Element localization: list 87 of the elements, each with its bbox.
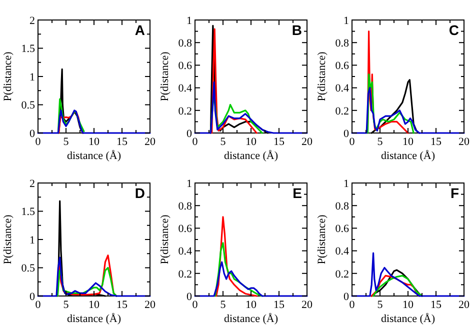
y-axis-title: P(distance) (316, 51, 328, 102)
chart-title: C (448, 22, 459, 38)
x-axis-title: distance (Å) (380, 312, 436, 325)
chart-title: A (134, 22, 145, 38)
line-series (215, 216, 258, 297)
y-axis-title: P(distance) (2, 214, 14, 264)
chart-title: B (292, 22, 302, 38)
y-tick-label: 0 (30, 128, 36, 140)
line-series (56, 266, 118, 297)
x-axis-title: distance (Å) (224, 149, 278, 162)
y-axis-title: P(distance) (2, 51, 14, 102)
line-series (214, 242, 263, 297)
line-series (351, 87, 465, 134)
x-tick-label: 5 (63, 136, 70, 148)
y-tick-label: 0.4 (178, 246, 192, 258)
y-axis-title: P(distance) (316, 214, 328, 264)
y-tick-label: 1 (344, 14, 349, 27)
y-tick-label: 0.5 (21, 100, 36, 112)
x-axis-title: distance (Å) (66, 312, 122, 325)
y-tick-label: 0.8 (178, 37, 192, 50)
line-series (194, 261, 308, 297)
x-tick-label: 10 (402, 136, 414, 148)
y-tick-label: 0.4 (335, 246, 350, 258)
line-series (211, 28, 258, 134)
y-tick-label: 0.2 (178, 105, 192, 118)
line-series (37, 256, 151, 297)
x-tick-label: 10 (88, 136, 100, 148)
x-tick-label: 20 (302, 299, 313, 311)
x-tick-label: 15 (274, 299, 285, 311)
x-tick-label: 20 (458, 136, 470, 148)
x-tick-label: 10 (246, 136, 257, 148)
y-tick-label: 0 (344, 290, 350, 303)
y-tick-label: 1.5 (21, 206, 36, 218)
x-tick-label: 10 (246, 299, 257, 311)
line-series (366, 73, 414, 134)
line-series (37, 110, 151, 134)
y-tick-label: 0.2 (335, 105, 349, 118)
y-tick-label: 1 (30, 234, 35, 246)
x-tick-label: 10 (402, 299, 414, 311)
y-tick-label: 2 (30, 178, 35, 190)
chart-title: F (450, 185, 460, 201)
x-tick-label: 5 (220, 136, 226, 148)
y-tick-label: 0.2 (178, 268, 192, 280)
x-tick-label: 20 (302, 136, 313, 148)
y-tick-label: 0.4 (178, 82, 192, 95)
x-tick-label: 5 (377, 136, 384, 148)
x-tick-label: 5 (377, 299, 384, 311)
y-tick-label: 0.6 (335, 60, 350, 72)
y-tick-label: 0.6 (335, 223, 350, 236)
x-tick-label: 5 (220, 299, 226, 311)
y-tick-label: 0.8 (178, 200, 192, 212)
y-tick-label: 1.5 (21, 43, 36, 56)
y-tick-label: 0.6 (178, 60, 192, 72)
x-tick-label: 20 (458, 299, 470, 311)
x-tick-label: 10 (88, 299, 100, 311)
chart-title: E (292, 185, 302, 201)
y-axis-title: P(distance) (159, 214, 171, 264)
y-tick-label: 0.6 (178, 223, 192, 236)
x-tick-label: 15 (430, 299, 442, 311)
y-tick-label: 0.8 (335, 200, 350, 212)
y-tick-label: 0 (186, 290, 192, 303)
y-tick-label: 1 (30, 71, 35, 84)
y-tick-label: 0.4 (335, 82, 350, 95)
y-tick-label: 1 (186, 14, 192, 27)
x-tick-label: 5 (63, 299, 70, 311)
x-tick-label: 20 (144, 136, 156, 148)
y-tick-label: 0.8 (335, 37, 350, 50)
y-tick-label: 0 (30, 290, 36, 303)
y-tick-label: 0 (344, 128, 350, 140)
y-tick-label: 0.5 (21, 262, 36, 275)
x-tick-label: 20 (144, 299, 156, 311)
y-tick-label: 2 (30, 14, 35, 27)
x-axis-title: distance (Å) (380, 149, 436, 162)
y-tick-label: 0.2 (335, 268, 349, 280)
chart-title: D (134, 185, 145, 201)
x-tick-label: 15 (274, 136, 285, 148)
x-tick-label: 15 (430, 136, 442, 148)
y-tick-label: 0 (186, 128, 192, 140)
y-tick-label: 1 (344, 178, 349, 190)
x-tick-label: 15 (116, 299, 128, 311)
x-axis-title: distance (Å) (224, 312, 278, 325)
line-series (351, 252, 465, 297)
x-axis-title: distance (Å) (66, 149, 122, 162)
line-series (194, 81, 308, 134)
y-axis-title: P(distance) (159, 51, 171, 102)
x-tick-label: 15 (116, 136, 128, 148)
y-tick-label: 1 (186, 178, 192, 190)
